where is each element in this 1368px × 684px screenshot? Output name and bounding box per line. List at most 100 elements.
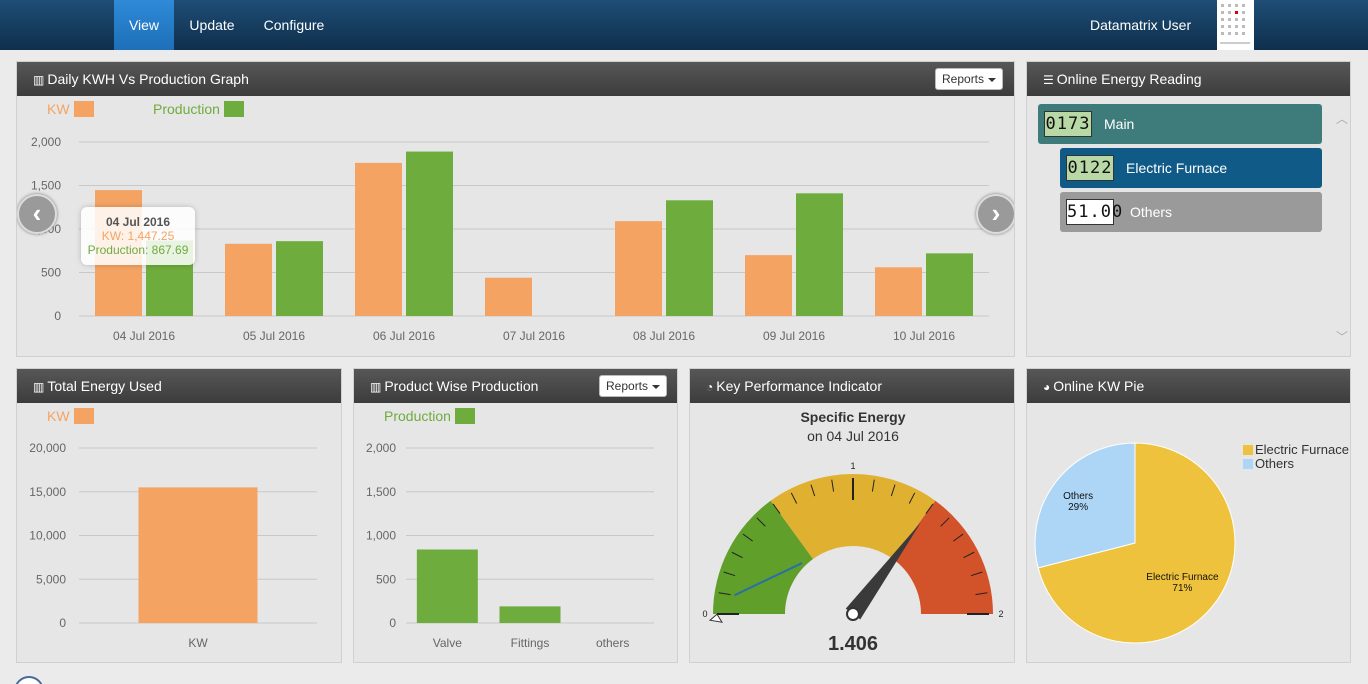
- pie-legend-label: Others: [1255, 456, 1295, 471]
- gauge-tick: [953, 533, 964, 542]
- dashboard-icon: ◔: [706, 380, 714, 394]
- bar: [875, 267, 922, 316]
- gauge-band-green: [713, 500, 814, 614]
- product-wise-panel: ▥ Product Wise Production Reports Product…: [353, 368, 678, 663]
- pie-slice-name: Others: [1063, 491, 1093, 502]
- gauge-tick: [772, 503, 781, 514]
- gauge-tick: [890, 484, 896, 497]
- reports-label: Reports: [942, 72, 985, 86]
- pie-legend-swatch: [1243, 445, 1253, 455]
- daily-kwh-panel-header: ▥ Daily KWH Vs Production Graph: [17, 62, 1014, 96]
- kpi-title: Key Performance Indicator: [716, 378, 882, 394]
- readings-scrollbar[interactable]: ︿ ﹀: [1333, 104, 1350, 354]
- legend-swatch: [74, 408, 94, 424]
- online-kw-pie-panel: ◕ Online KW Pie Electric Furnace 71% Others…: [1026, 368, 1351, 663]
- y-tick-label: 0: [59, 616, 66, 630]
- gauge-tick-label: 0: [702, 609, 707, 619]
- top-navbar: View Update Configure Datamatrix User: [0, 0, 1368, 50]
- scroll-down-icon[interactable]: ﹀: [1336, 330, 1349, 344]
- y-tick-label: 5,000: [36, 572, 66, 586]
- legend-label: Production: [153, 101, 220, 117]
- caret-down-icon: [988, 77, 997, 82]
- lcd-others: 51.00: [1066, 199, 1122, 225]
- bar: [276, 241, 323, 316]
- legend-label: Production: [384, 408, 451, 424]
- help-circle-icon[interactable]: [14, 676, 44, 684]
- pie-slice-percent: 71%: [1172, 583, 1192, 594]
- gauge-tick: [731, 551, 743, 559]
- gauge-tick-label: 1: [850, 461, 855, 471]
- pie-legend-label: Electric Furnace: [1255, 442, 1349, 457]
- y-tick-label: 1,500: [366, 485, 396, 499]
- prev-arrow-button[interactable]: ‹: [17, 194, 57, 234]
- daily-reports-dropdown[interactable]: Reports: [935, 68, 1004, 90]
- reading-others-label: Others: [1130, 204, 1173, 220]
- reading-others[interactable]: 51.00 Others: [1060, 192, 1322, 232]
- bar: [926, 253, 973, 316]
- next-arrow-button[interactable]: ›: [976, 194, 1014, 234]
- product-wise-chart: Production 0 500 1,000 1,500 2,000 Valve Fittin…: [366, 408, 654, 650]
- nav-view-tab[interactable]: View: [114, 0, 174, 50]
- bar-chart-icon: ▥: [370, 380, 382, 394]
- gauge-tick: [756, 517, 766, 527]
- product-wise-title: Product Wise Production: [384, 378, 539, 394]
- lcd-electric-furnace: 0122: [1066, 155, 1114, 181]
- legend-swatch: [74, 101, 94, 117]
- gauge-tick: [975, 592, 988, 596]
- x-tick-label: 04 Jul 2016: [113, 329, 175, 343]
- product-reports-dropdown[interactable]: Reports: [599, 375, 668, 397]
- lcd-main: 0173: [1044, 111, 1092, 137]
- daily-kwh-panel: ▥ Daily KWH Vs Production Graph Reports K…: [16, 61, 1015, 357]
- legend-swatch: [455, 408, 475, 424]
- chart-tooltip: 04 Jul 2016 KW: 1,447.25 Production: 867…: [81, 207, 195, 265]
- gauge-tick: [963, 551, 975, 559]
- kpi-value: 1.406: [828, 633, 878, 655]
- x-tick-label: 05 Jul 2016: [243, 329, 305, 343]
- reading-main[interactable]: 0173 Main: [1038, 104, 1322, 144]
- y-tick-label: 2,000: [31, 135, 61, 149]
- reports-label: Reports: [606, 379, 649, 393]
- pie-slice-percent: 29%: [1068, 502, 1088, 513]
- reading-electric-furnace[interactable]: 0122 Electric Furnace: [1060, 148, 1322, 188]
- x-tick-label: others: [596, 636, 629, 650]
- scroll-up-icon[interactable]: ︿: [1336, 112, 1349, 126]
- gauge-tick: [908, 492, 916, 504]
- bar: [615, 221, 662, 316]
- logo-grid-icon: [1220, 4, 1250, 44]
- y-tick-label: 0: [54, 309, 61, 323]
- bar: [499, 606, 561, 623]
- pie-slice-name: Electric Furnace: [1146, 572, 1219, 583]
- legend-label: KW: [47, 408, 70, 424]
- nav-update-tab[interactable]: Update: [189, 17, 235, 33]
- company-logo: [1217, 0, 1254, 50]
- pie-slice: [1034, 442, 1136, 569]
- gauge-tick: [718, 592, 731, 596]
- kpi-gauge: Specific Energy on 04 Jul 2016 0 1 2 1.406: [702, 409, 1003, 655]
- x-tick-label: 10 Jul 2016: [893, 329, 955, 343]
- total-energy-header: ▥ Total Energy Used: [17, 369, 341, 403]
- reading-electric-furnace-label: Electric Furnace: [1126, 160, 1228, 176]
- y-tick-label: 500: [41, 266, 61, 280]
- x-tick-label: KW: [188, 636, 208, 650]
- total-energy-panel: ▥ Total Energy Used KW 0 5,000 10,000 15,000 2…: [16, 368, 342, 663]
- x-tick-label: 08 Jul 2016: [633, 329, 695, 343]
- pie-legend-swatch: [1243, 459, 1253, 469]
- gauge-marker: [708, 613, 724, 623]
- daily-kwh-title: Daily KWH Vs Production Graph: [47, 71, 249, 87]
- bar: [416, 549, 478, 623]
- y-tick-label: 15,000: [29, 485, 66, 499]
- y-tick-label: 20,000: [29, 441, 66, 455]
- gauge-tick: [742, 533, 753, 542]
- bar-chart-icon: ▥: [33, 380, 45, 394]
- gauge-tick: [925, 503, 934, 514]
- bar: [225, 243, 272, 316]
- online-energy-header: ☰ Online Energy Reading: [1027, 62, 1350, 96]
- kpi-panel: ◔ Key Performance Indicator Specific Ener…: [689, 368, 1015, 663]
- bar: [406, 151, 453, 316]
- gauge-tick: [723, 571, 736, 577]
- nav-configure-tab[interactable]: Configure: [263, 17, 325, 33]
- reading-main-label: Main: [1104, 116, 1135, 132]
- user-menu[interactable]: Datamatrix User: [1090, 17, 1192, 33]
- y-tick-label: 1,500: [31, 179, 61, 193]
- gauge-tick: [831, 479, 835, 492]
